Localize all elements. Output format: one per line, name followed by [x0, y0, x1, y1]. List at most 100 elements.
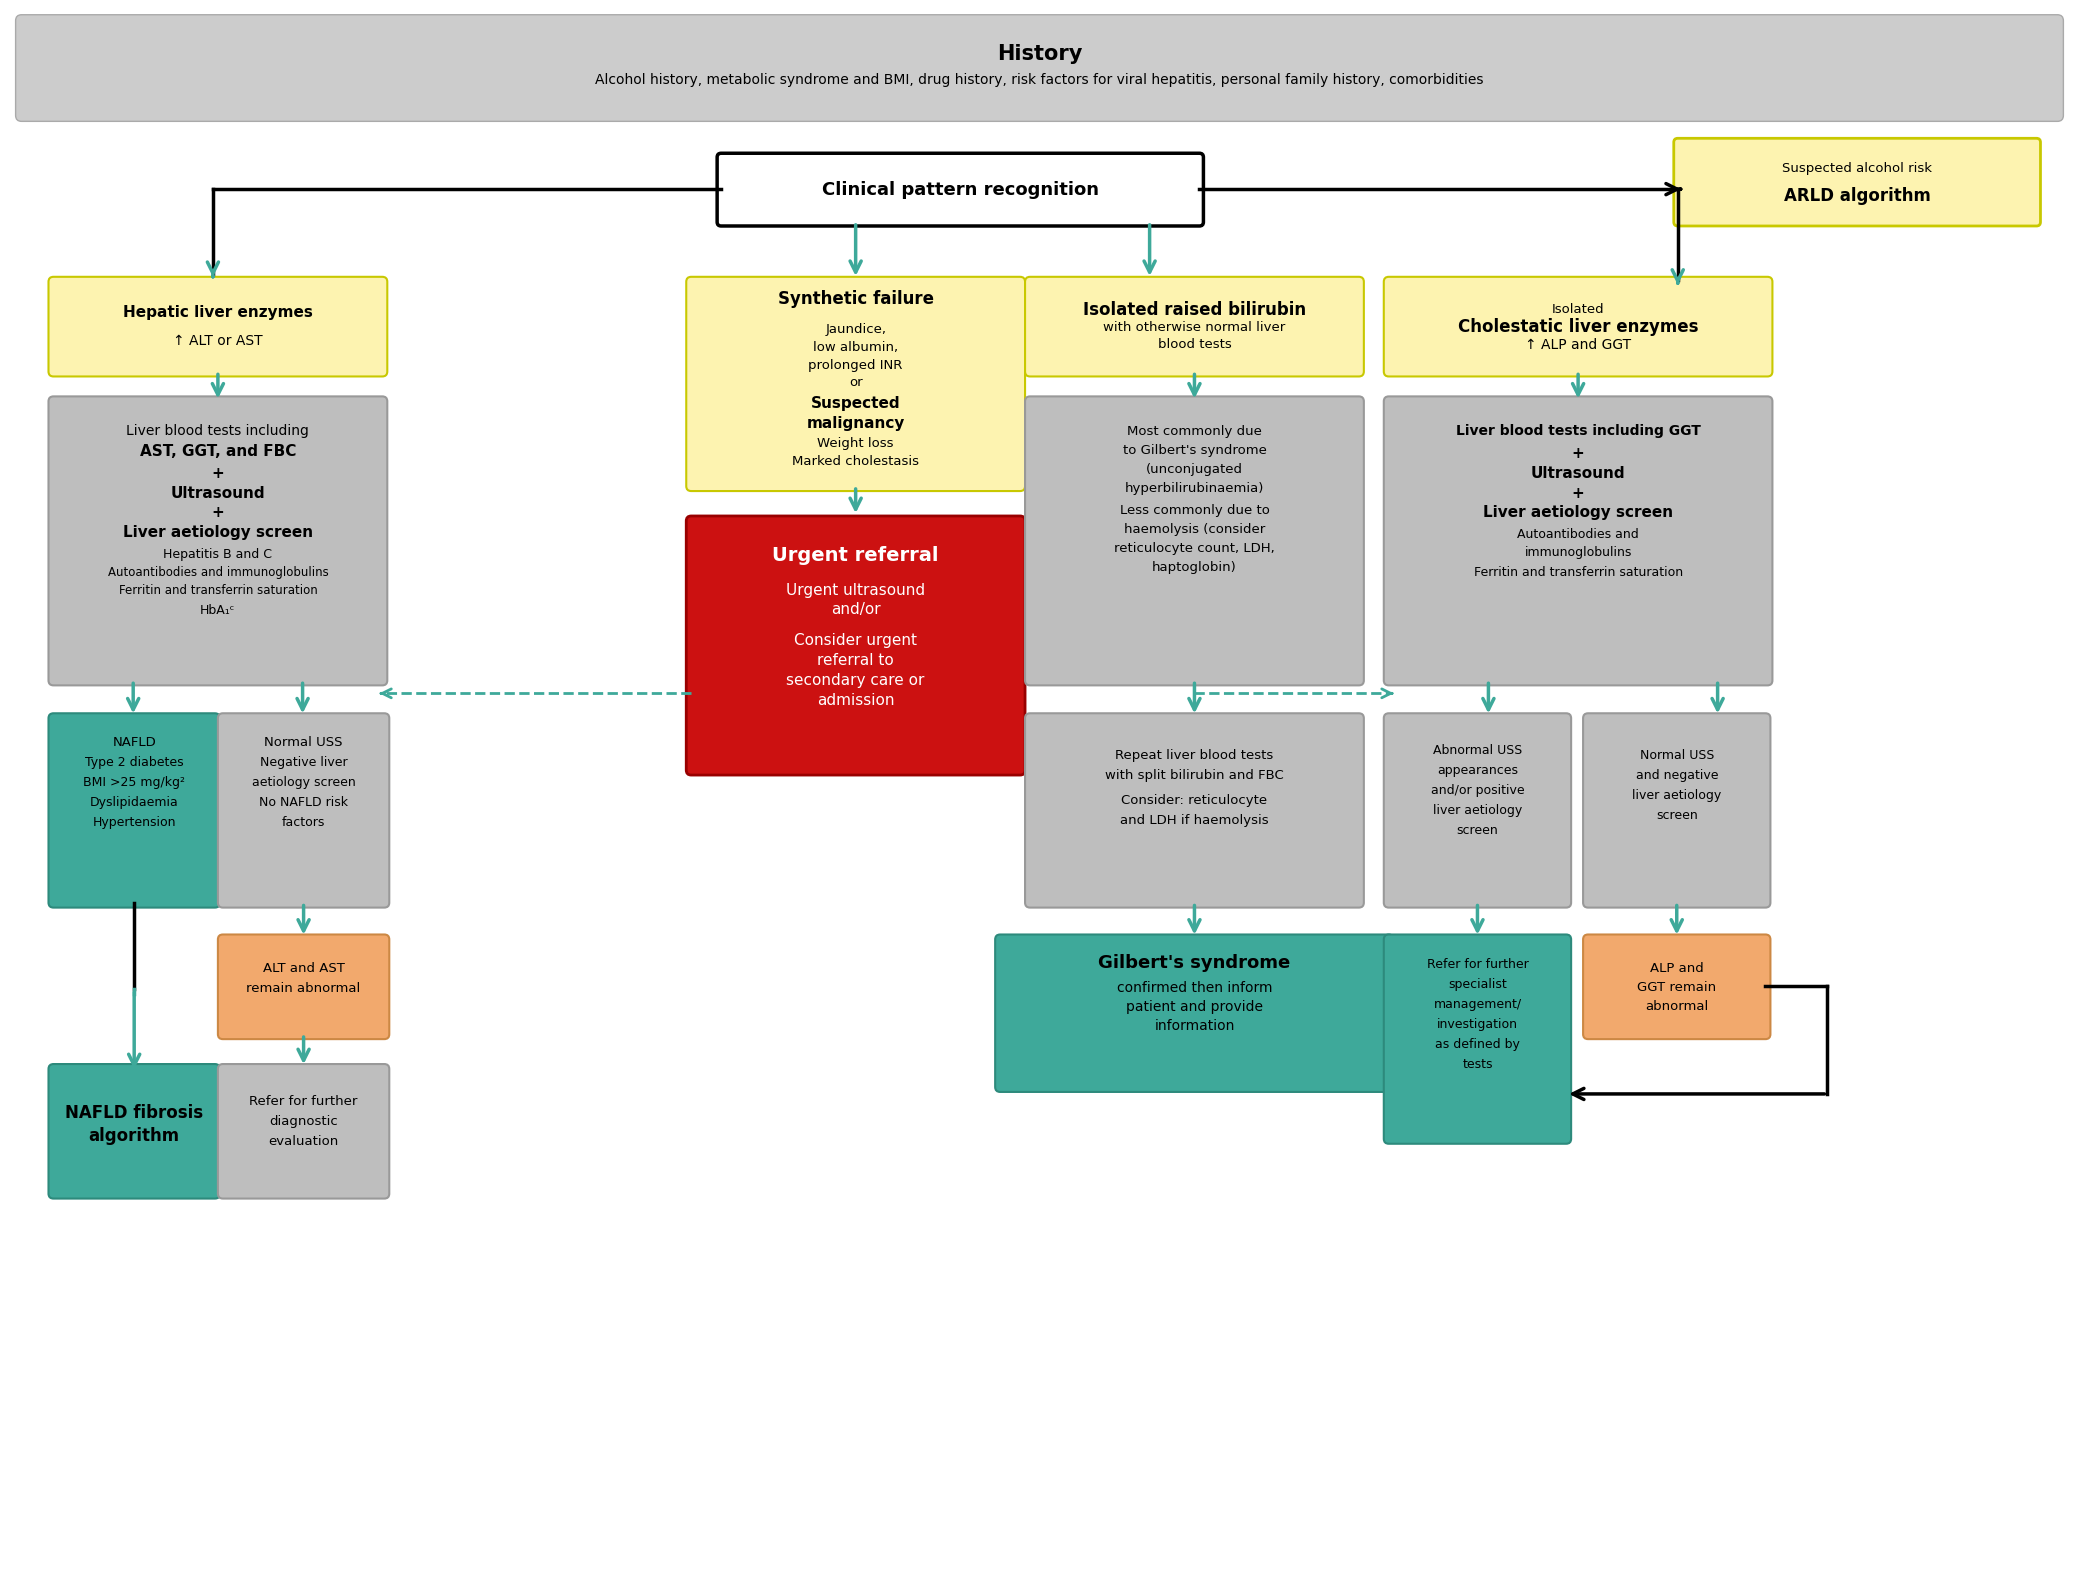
Text: specialist: specialist: [1449, 978, 1507, 991]
Text: Clinical pattern recognition: Clinical pattern recognition: [821, 180, 1100, 198]
Text: Hypertension: Hypertension: [91, 815, 177, 829]
Text: Liver blood tests including: Liver blood tests including: [127, 424, 310, 438]
Text: Dyslipidaemia: Dyslipidaemia: [89, 796, 179, 809]
Text: with split bilirubin and FBC: with split bilirubin and FBC: [1106, 769, 1285, 782]
FancyBboxPatch shape: [1025, 277, 1364, 377]
Text: and negative: and negative: [1636, 769, 1717, 782]
Text: management/: management/: [1432, 997, 1522, 1012]
Text: low albumin,: low albumin,: [813, 340, 898, 353]
Text: screen: screen: [1655, 809, 1699, 822]
Text: referral to: referral to: [817, 652, 894, 668]
Text: Negative liver: Negative liver: [260, 757, 347, 769]
Text: Liver aetiology screen: Liver aetiology screen: [123, 526, 314, 540]
Text: appearances: appearances: [1437, 765, 1518, 777]
FancyBboxPatch shape: [17, 14, 2062, 122]
Text: haptoglobin): haptoglobin): [1152, 562, 1237, 575]
Text: History: History: [996, 44, 1083, 63]
Text: Type 2 diabetes: Type 2 diabetes: [85, 757, 183, 769]
Text: evaluation: evaluation: [268, 1135, 339, 1148]
Text: HbA₁ᶜ: HbA₁ᶜ: [200, 605, 235, 617]
Text: abnormal: abnormal: [1644, 1000, 1709, 1013]
FancyBboxPatch shape: [48, 714, 220, 907]
Text: NAFLD fibrosis: NAFLD fibrosis: [64, 1105, 204, 1122]
Text: Alcohol history, metabolic syndrome and BMI, drug history, risk factors for vira: Alcohol history, metabolic syndrome and …: [595, 73, 1484, 87]
FancyBboxPatch shape: [1385, 396, 1773, 685]
FancyBboxPatch shape: [1582, 934, 1771, 1038]
Text: ALP and: ALP and: [1651, 962, 1703, 975]
Text: Liver aetiology screen: Liver aetiology screen: [1482, 505, 1674, 521]
Text: Isolated raised bilirubin: Isolated raised bilirubin: [1083, 301, 1306, 318]
Text: secondary care or: secondary care or: [786, 673, 925, 689]
Text: Less commonly due to: Less commonly due to: [1119, 505, 1270, 518]
Text: Consider urgent: Consider urgent: [794, 633, 917, 647]
Text: and LDH if haemolysis: and LDH if haemolysis: [1121, 814, 1268, 826]
Text: immunoglobulins: immunoglobulins: [1524, 546, 1632, 559]
Text: liver aetiology: liver aetiology: [1632, 788, 1721, 803]
Text: liver aetiology: liver aetiology: [1432, 804, 1522, 817]
Text: Jaundice,: Jaundice,: [825, 323, 886, 336]
FancyBboxPatch shape: [218, 1064, 389, 1198]
Text: ↑ ALP and GGT: ↑ ALP and GGT: [1526, 337, 1632, 351]
Text: prolonged INR: prolonged INR: [809, 358, 902, 372]
Text: Abnormal USS: Abnormal USS: [1432, 744, 1522, 757]
FancyBboxPatch shape: [996, 934, 1393, 1092]
Text: remain abnormal: remain abnormal: [247, 983, 362, 996]
Text: as defined by: as defined by: [1435, 1037, 1520, 1051]
Text: AST, GGT, and FBC: AST, GGT, and FBC: [139, 443, 295, 459]
Text: Cholestatic liver enzymes: Cholestatic liver enzymes: [1457, 318, 1699, 336]
Text: Marked cholestasis: Marked cholestasis: [792, 456, 919, 469]
Text: diagnostic: diagnostic: [268, 1114, 339, 1127]
FancyBboxPatch shape: [48, 277, 387, 377]
Text: factors: factors: [283, 815, 324, 829]
Text: confirmed then inform: confirmed then inform: [1116, 981, 1272, 996]
FancyBboxPatch shape: [1025, 714, 1364, 907]
Text: Autoantibodies and: Autoantibodies and: [1518, 529, 1638, 541]
Text: Ultrasound: Ultrasound: [1530, 465, 1626, 481]
Text: Liver blood tests including GGT: Liver blood tests including GGT: [1455, 424, 1701, 438]
Text: patient and provide: patient and provide: [1127, 1000, 1262, 1015]
FancyBboxPatch shape: [218, 934, 389, 1038]
Text: Isolated: Isolated: [1551, 304, 1605, 317]
FancyBboxPatch shape: [717, 154, 1204, 226]
Text: No NAFLD risk: No NAFLD risk: [260, 796, 347, 809]
FancyBboxPatch shape: [1385, 277, 1773, 377]
Text: Suspected: Suspected: [811, 396, 900, 412]
Text: +: +: [1572, 486, 1584, 500]
Text: Weight loss: Weight loss: [817, 437, 894, 450]
Text: admission: admission: [817, 693, 894, 708]
Text: Refer for further: Refer for further: [249, 1095, 358, 1108]
Text: or: or: [848, 377, 863, 389]
Text: Ferritin and transferrin saturation: Ferritin and transferrin saturation: [1474, 567, 1682, 579]
Text: screen: screen: [1457, 823, 1499, 837]
FancyBboxPatch shape: [686, 516, 1025, 776]
Text: ARLD algorithm: ARLD algorithm: [1784, 187, 1931, 206]
Text: ALT and AST: ALT and AST: [262, 962, 345, 975]
Text: (unconjugated: (unconjugated: [1146, 462, 1243, 475]
Text: +: +: [1572, 446, 1584, 461]
Text: Gilbert's syndrome: Gilbert's syndrome: [1098, 955, 1291, 972]
Text: Repeat liver blood tests: Repeat liver blood tests: [1114, 749, 1274, 761]
Text: Urgent ultrasound: Urgent ultrasound: [786, 583, 925, 598]
Text: NAFLD: NAFLD: [112, 736, 156, 749]
FancyBboxPatch shape: [1385, 714, 1572, 907]
Text: Suspected alcohol risk: Suspected alcohol risk: [1782, 161, 1931, 174]
Text: Autoantibodies and immunoglobulins: Autoantibodies and immunoglobulins: [108, 567, 328, 579]
Text: tests: tests: [1462, 1057, 1493, 1070]
Text: Refer for further: Refer for further: [1426, 958, 1528, 970]
FancyBboxPatch shape: [1674, 138, 2039, 226]
Text: ↑ ALT or AST: ↑ ALT or AST: [173, 334, 262, 348]
FancyBboxPatch shape: [1385, 934, 1572, 1145]
FancyBboxPatch shape: [48, 1064, 220, 1198]
Text: Synthetic failure: Synthetic failure: [778, 290, 933, 309]
Text: Ultrasound: Ultrasound: [170, 486, 266, 500]
Text: Urgent referral: Urgent referral: [773, 546, 940, 565]
Text: Consider: reticulocyte: Consider: reticulocyte: [1121, 795, 1268, 807]
Text: aetiology screen: aetiology screen: [252, 776, 356, 788]
Text: BMI >25 mg/kg²: BMI >25 mg/kg²: [83, 776, 185, 788]
Text: Ferritin and transferrin saturation: Ferritin and transferrin saturation: [119, 584, 318, 597]
Text: and/or: and/or: [832, 602, 881, 617]
FancyBboxPatch shape: [1025, 396, 1364, 685]
Text: haemolysis (consider: haemolysis (consider: [1125, 524, 1266, 537]
Text: to Gilbert's syndrome: to Gilbert's syndrome: [1123, 443, 1266, 457]
Text: Hepatic liver enzymes: Hepatic liver enzymes: [123, 306, 312, 320]
